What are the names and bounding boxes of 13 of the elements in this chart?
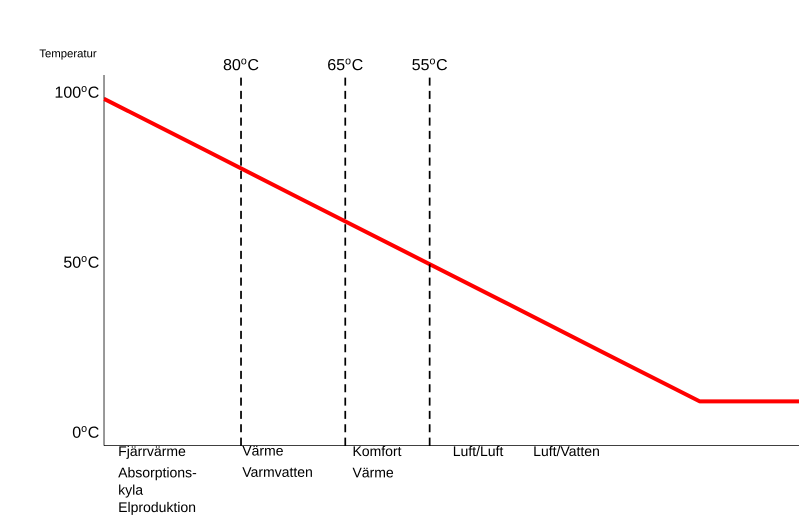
text: Luft/Luft: [454, 446, 504, 456]
y-tick-label: 0$^{o}$C: [72, 426, 99, 438]
text: 55$^{o}$C: [412, 58, 448, 70]
y-tick-label: 100$^{o}$C: [56, 86, 99, 98]
text: Fjärrvärme Absorptions-kyla Elproduktion: [118, 446, 196, 515]
text: 80$^{o}$C: [224, 58, 258, 70]
line-series: [102, 96, 799, 404]
y-tick-label: 50$^{o}$C: [64, 256, 99, 268]
text: Värme Varmvatten: [242, 446, 312, 477]
y-axis-title: Temperatur: [40, 49, 96, 60]
text: Komfort Värme: [352, 446, 402, 478]
text: 65$^{o}$C: [328, 58, 363, 70]
text: Luft/Vatten: [534, 446, 599, 456]
